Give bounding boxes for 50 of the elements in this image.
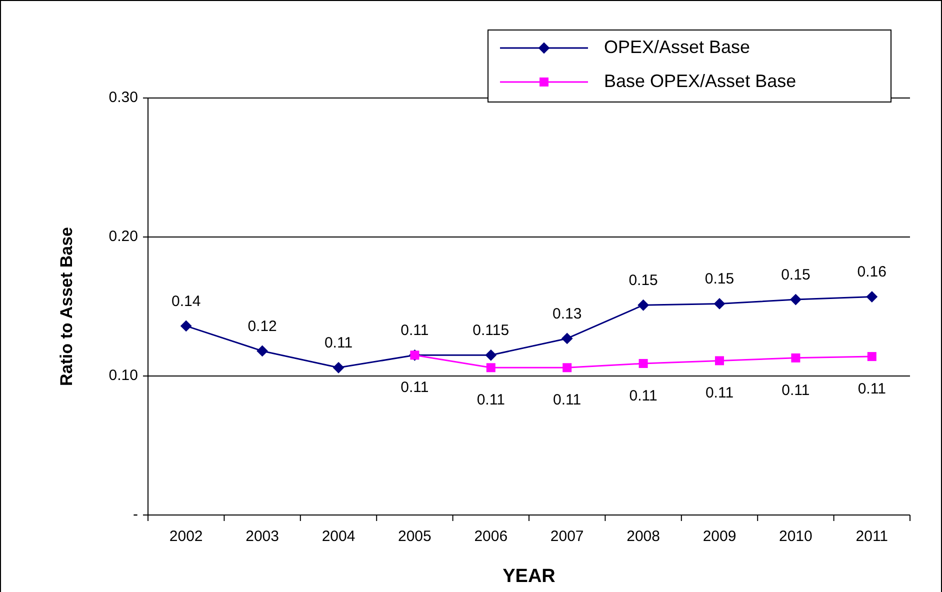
x-axis-title: YEAR xyxy=(502,566,556,587)
data-label: 0.11 xyxy=(324,334,353,352)
x-tick-label: 2009 xyxy=(702,528,736,545)
point xyxy=(638,300,649,311)
data-label: 0.13 xyxy=(552,305,582,322)
data-label: 0.15 xyxy=(781,266,810,284)
data-label: 0.15 xyxy=(628,272,658,290)
point xyxy=(333,362,344,374)
legend-label: Base OPEX/Asset Base xyxy=(604,70,796,91)
point xyxy=(715,356,724,366)
data-label: 0.11 xyxy=(705,384,734,402)
x-tick-label: 2005 xyxy=(398,528,432,545)
point xyxy=(790,294,802,306)
point xyxy=(867,352,876,362)
y-tick-label: 0.20 xyxy=(108,228,138,245)
y-tick-label: - xyxy=(133,506,138,523)
x-tick-label: 2008 xyxy=(626,528,660,545)
data-label: 0.11 xyxy=(629,387,658,404)
point xyxy=(180,320,192,332)
data-label: 0.11 xyxy=(400,379,429,396)
x-tick-label: 2007 xyxy=(550,528,584,545)
data-label: 0.14 xyxy=(172,292,201,310)
data-label: 0.115 xyxy=(472,322,510,340)
point xyxy=(256,345,268,356)
point xyxy=(866,291,878,302)
x-tick-label: 2002 xyxy=(169,528,203,545)
data-label: 0.12 xyxy=(248,318,277,335)
data-label: 0.11 xyxy=(553,392,582,409)
data-label: 0.16 xyxy=(857,264,886,281)
data-label: 0.11 xyxy=(476,392,505,409)
point xyxy=(562,332,573,344)
point xyxy=(486,363,496,372)
data-label: 0.11 xyxy=(782,382,810,399)
y-tick-label: 0.10 xyxy=(108,366,138,384)
x-tick-label: 2006 xyxy=(474,528,508,545)
y-tick-label: 0.30 xyxy=(108,88,138,106)
point xyxy=(638,358,648,368)
point xyxy=(485,350,496,361)
point xyxy=(791,353,800,362)
y-axis-title: Ratio to Asset Base xyxy=(57,226,76,386)
point xyxy=(714,298,725,310)
point xyxy=(562,363,572,372)
x-tick-label: 2003 xyxy=(246,528,279,545)
x-tick-label: 2004 xyxy=(322,528,356,545)
data-label: 0.15 xyxy=(704,270,734,288)
x-tick-label: 2011 xyxy=(856,528,888,545)
data-label: 0.11 xyxy=(400,322,429,340)
x-tick-label: 2010 xyxy=(779,528,812,545)
legend-label: OPEX/Asset Base xyxy=(604,36,750,57)
data-label: 0.11 xyxy=(858,380,886,398)
